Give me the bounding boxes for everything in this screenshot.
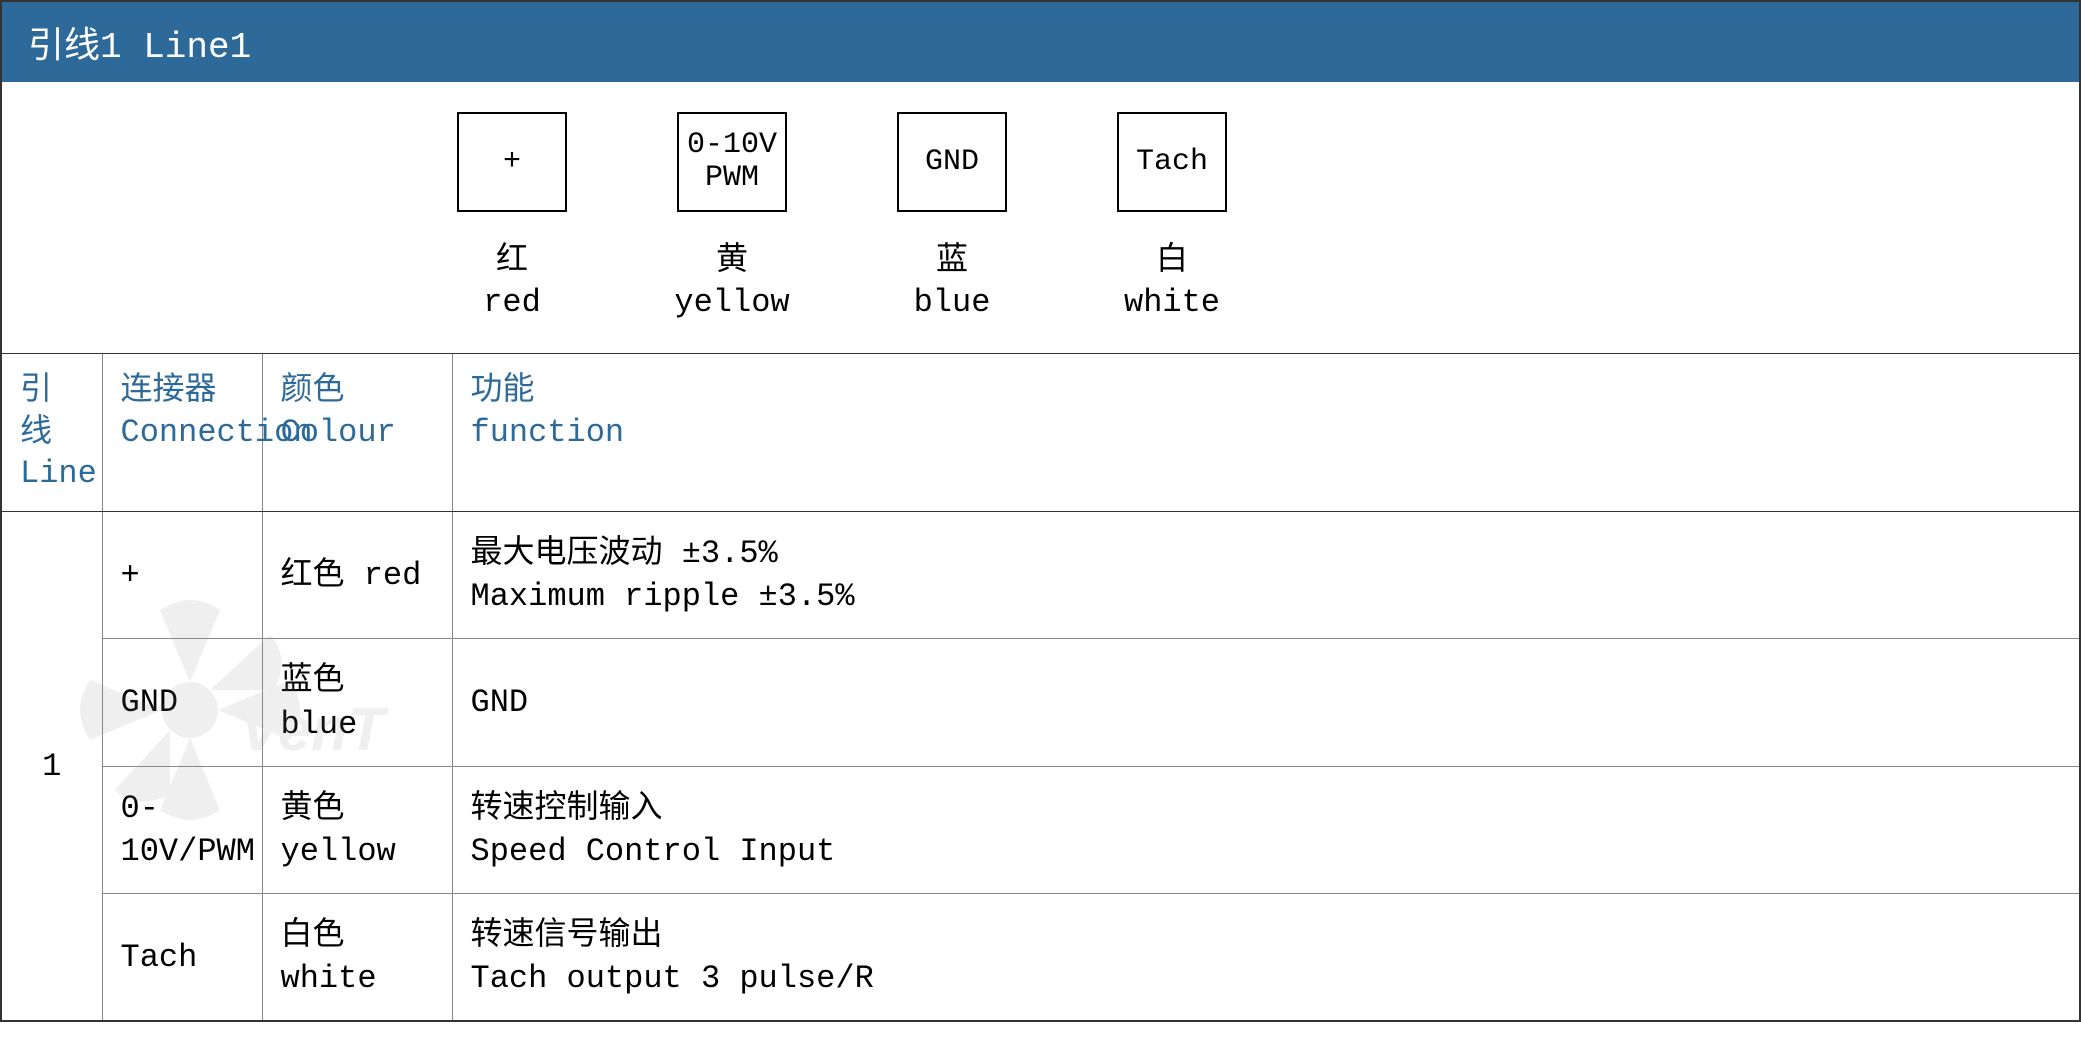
cell-connection: Tach (102, 894, 262, 1021)
cell-connection: GND (102, 639, 262, 766)
cell-function: GND (452, 639, 2079, 766)
table-row: 0-10V/PWM 黄色 yellow 转速控制输入 Speed Control… (2, 766, 2079, 893)
pin-label: 红 red (483, 240, 541, 323)
pin-label: 白 white (1124, 240, 1220, 323)
pin-diagram: + 红 red 0-10V PWM 黄 yellow (2, 82, 2079, 354)
col-function: 功能 function (452, 354, 2079, 511)
func-cn: GND (471, 684, 529, 721)
func-cn: 转速控制输入 (471, 790, 663, 827)
func-en: Tach output 3 pulse/R (471, 960, 874, 997)
cell-function: 转速控制输入 Speed Control Input (452, 766, 2079, 893)
pin-label-cn: 红 (496, 242, 528, 279)
cell-connection: + (102, 511, 262, 638)
col-cn: 颜色 (281, 372, 345, 409)
func-en: Maximum ripple ±3.5% (471, 578, 855, 615)
col-en: function (471, 414, 625, 451)
pin-label-cn: 白 (1156, 242, 1188, 279)
col-cn: 连接器 (121, 372, 217, 409)
pin-box-line1: + (503, 146, 521, 179)
table-header-row: 引线 Line 连接器 Connection 颜色 Colour 功能 func… (2, 354, 2079, 511)
func-en: Speed Control Input (471, 833, 836, 870)
cell-function: 转速信号输出 Tach output 3 pulse/R (452, 894, 2079, 1021)
pin-plus: + 红 red (442, 112, 582, 323)
section-title: 引线1 Line1 (28, 27, 251, 68)
pin-pwm: 0-10V PWM 黄 yellow (662, 112, 802, 323)
cell-colour: 红色 red (262, 511, 452, 638)
col-line: 引线 Line (2, 354, 102, 511)
col-en: Line (20, 455, 97, 492)
table-row: Tach 白色 white 转速信号输出 Tach output 3 pulse… (2, 894, 2079, 1021)
section-header: 引线1 Line1 (2, 2, 2079, 82)
cell-connection: 0-10V/PWM (102, 766, 262, 893)
pin-box-line1: 0-10V (687, 129, 777, 162)
cell-function: 最大电压波动 ±3.5% Maximum ripple ±3.5% (452, 511, 2079, 638)
col-en: Colour (281, 414, 396, 451)
pin-label-cn: 蓝 (936, 242, 968, 279)
col-cn: 引线 (20, 372, 52, 451)
pin-box: + (457, 112, 567, 212)
pin-label-en: yellow (674, 284, 789, 321)
cell-line-group: 1 (2, 511, 102, 1020)
cell-colour: 黄色 yellow (262, 766, 452, 893)
col-cn: 功能 (471, 372, 535, 409)
pin-box: Tach (1117, 112, 1227, 212)
spec-table: 引线 Line 连接器 Connection 颜色 Colour 功能 func… (2, 354, 2079, 1020)
pin-box: 0-10V PWM (677, 112, 787, 212)
pin-label-en: white (1124, 284, 1220, 321)
pin-label-en: blue (914, 284, 991, 321)
func-cn: 最大电压波动 ±3.5% (471, 535, 778, 572)
pin-label: 蓝 blue (914, 240, 991, 323)
pin-box: GND (897, 112, 1007, 212)
pin-row: + 红 red 0-10V PWM 黄 yellow (2, 112, 2079, 323)
pin-gnd: GND 蓝 blue (882, 112, 1022, 323)
cell-colour: 蓝色 blue (262, 639, 452, 766)
document-container: 引线1 Line1 + 红 red 0-10V PWM (0, 0, 2081, 1022)
col-colour: 颜色 Colour (262, 354, 452, 511)
pin-box-line1: Tach (1136, 146, 1208, 179)
pin-box-line2: PWM (705, 162, 759, 195)
pin-box-line1: GND (925, 146, 979, 179)
pin-label: 黄 yellow (674, 240, 789, 323)
pin-tach: Tach 白 white (1102, 112, 1242, 323)
func-cn: 转速信号输出 (471, 917, 663, 954)
table-row: GND 蓝色 blue GND (2, 639, 2079, 766)
table-row: 1 + 红色 red 最大电压波动 ±3.5% Maximum ripple ±… (2, 511, 2079, 638)
pin-label-cn: 黄 (716, 242, 748, 279)
col-connection: 连接器 Connection (102, 354, 262, 511)
cell-colour: 白色 white (262, 894, 452, 1021)
pin-label-en: red (483, 284, 541, 321)
